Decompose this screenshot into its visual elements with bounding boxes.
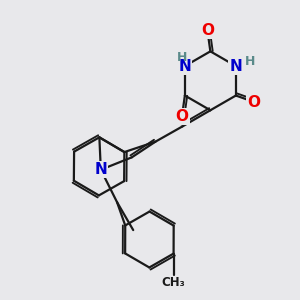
Text: O: O (248, 94, 261, 110)
Text: N: N (178, 58, 191, 74)
Text: N: N (94, 162, 107, 177)
Text: O: O (176, 109, 188, 124)
Text: CH₃: CH₃ (162, 276, 185, 289)
Text: H: H (177, 51, 187, 64)
Text: O: O (201, 23, 214, 38)
Text: N: N (230, 58, 242, 74)
Text: H: H (245, 55, 255, 68)
